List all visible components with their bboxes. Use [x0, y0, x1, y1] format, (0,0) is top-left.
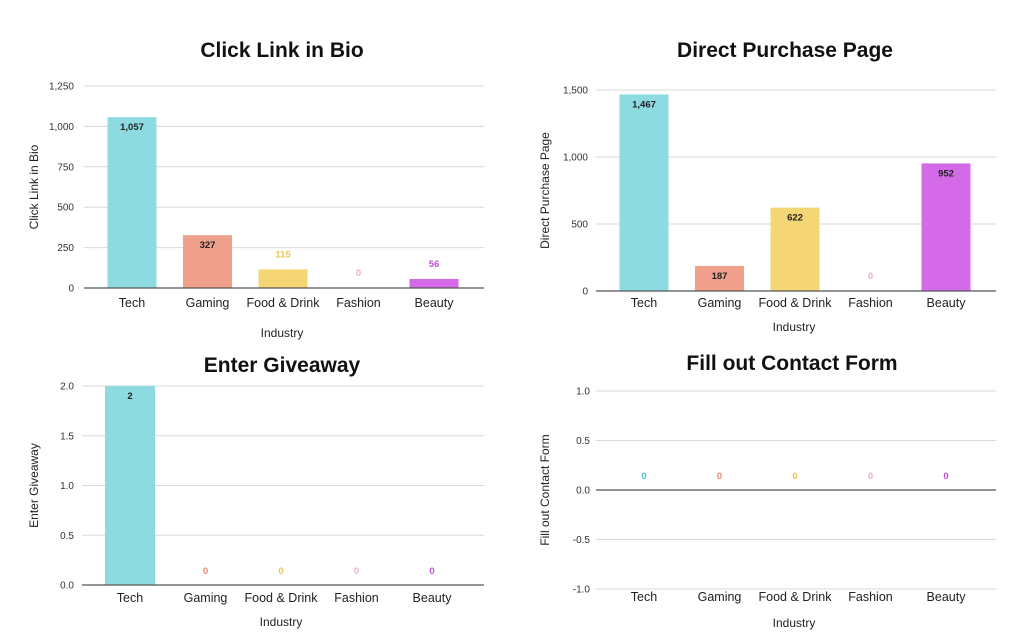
y-tick-label: 1.0	[576, 387, 590, 398]
x-category-label: Gaming	[184, 591, 228, 605]
x-category-label: Food & Drink	[759, 296, 833, 310]
x-category-label: Beauty	[415, 296, 455, 310]
y-tick-label: 1,000	[49, 122, 74, 133]
x-category-label: Food & Drink	[759, 590, 833, 604]
bar-tech	[105, 386, 155, 585]
x-category-label: Food & Drink	[247, 296, 321, 310]
bar-tech	[107, 117, 157, 288]
x-category-label: Beauty	[927, 590, 967, 604]
x-category-label: Beauty	[927, 296, 967, 310]
bar-beauty	[921, 163, 971, 291]
y-tick-label: 1,000	[563, 153, 588, 164]
data-label: 0	[278, 566, 283, 577]
x-category-label: Gaming	[698, 590, 742, 604]
bar-gaming	[695, 265, 744, 291]
data-label: 2	[127, 391, 132, 402]
y-tick-label: 1,250	[49, 82, 74, 93]
x-category-label: Tech	[117, 591, 143, 605]
bar-gaming	[183, 235, 232, 288]
x-axis-title: Industry	[260, 615, 303, 629]
bar-food-drink	[770, 207, 820, 291]
data-label: 0	[429, 566, 434, 577]
x-category-label: Fashion	[848, 296, 893, 310]
x-axis-title: Industry	[773, 616, 816, 630]
y-tick-label: 0.0	[576, 486, 590, 497]
y-tick-label: 0.0	[60, 581, 74, 592]
data-label: 0	[356, 268, 361, 279]
x-category-label: Fashion	[334, 591, 379, 605]
y-tick-label: 500	[571, 220, 588, 231]
x-axis-title: Industry	[261, 326, 304, 340]
data-label: 0	[868, 271, 873, 282]
data-label: 0	[868, 471, 873, 482]
y-tick-label: 1.0	[60, 481, 74, 492]
bar-beauty	[409, 278, 459, 288]
data-label: 0	[943, 471, 948, 482]
data-label: 622	[787, 213, 803, 224]
y-axis-title: Direct Purchase Page	[538, 132, 552, 249]
x-category-label: Tech	[631, 590, 657, 604]
y-tick-label: 0	[68, 284, 74, 295]
y-axis-title: Fill out Contact Form	[538, 434, 552, 545]
x-category-label: Gaming	[698, 296, 742, 310]
y-tick-label: 1.5	[60, 431, 74, 442]
x-category-label: Tech	[631, 296, 657, 310]
y-tick-label: 750	[57, 162, 74, 173]
y-tick-label: 0.5	[60, 531, 74, 542]
data-label: 0	[641, 471, 646, 482]
data-label: 1,467	[632, 99, 656, 110]
x-category-label: Tech	[119, 296, 145, 310]
x-category-label: Gaming	[186, 296, 230, 310]
x-axis-title: Industry	[773, 320, 816, 334]
y-tick-label: 0.5	[576, 436, 590, 447]
y-tick-label: 0	[582, 287, 588, 298]
chart-panel-1: Click Link in Bio 0 250 500 750 1,000 1,250 1,0…	[27, 39, 484, 340]
data-label: 115	[275, 249, 291, 260]
chart-title: Fill out Contact Form	[686, 352, 897, 375]
chart-title: Direct Purchase Page	[677, 39, 893, 62]
y-axis-title: Enter Giveaway	[27, 443, 41, 528]
data-label: 0	[203, 566, 208, 577]
data-label: 56	[429, 259, 440, 270]
chart-panel-4: Fill out Contact Form -1.0 -0.5 0.0 0.5 1.0 0 0…	[538, 352, 996, 630]
chart-panel-3: Enter Giveaway 0.0 0.5 1.0 1.5 2.0 2 0 0 0 0 Tech Ga…	[27, 354, 484, 629]
chart-title: Enter Giveaway	[204, 354, 361, 377]
y-tick-label: 250	[57, 243, 74, 254]
x-category-label: Food & Drink	[245, 591, 319, 605]
bar-food-drink	[258, 269, 308, 288]
y-tick-label: 1,500	[563, 86, 588, 97]
data-label: 327	[200, 240, 216, 251]
chart-title: Click Link in Bio	[200, 39, 363, 62]
data-label: 0	[792, 471, 797, 482]
y-axis-title: Click Link in Bio	[27, 144, 41, 229]
data-label: 0	[717, 471, 722, 482]
chart-panel-2: Direct Purchase Page 0 500 1,000 1,500 1,467 1…	[538, 39, 996, 334]
y-tick-label: -1.0	[573, 585, 591, 596]
data-label: 0	[354, 566, 359, 577]
y-tick-label: 2.0	[60, 382, 74, 393]
data-label: 952	[938, 168, 954, 179]
y-tick-label: -0.5	[573, 535, 591, 546]
x-category-label: Beauty	[413, 591, 453, 605]
y-tick-label: 500	[57, 203, 74, 214]
x-category-label: Fashion	[848, 590, 893, 604]
data-label: 1,057	[120, 122, 144, 133]
bar-tech	[619, 94, 669, 291]
x-category-label: Fashion	[336, 296, 381, 310]
data-label: 187	[712, 271, 728, 282]
